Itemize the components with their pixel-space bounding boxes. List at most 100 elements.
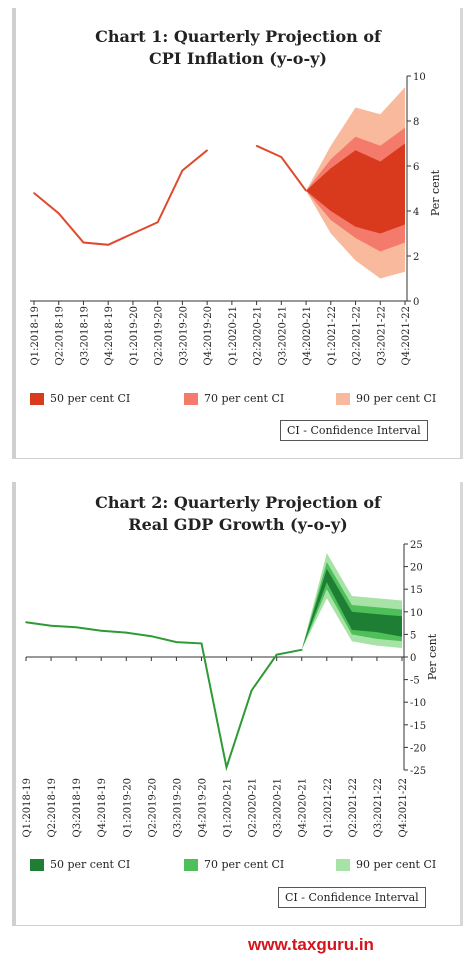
chart-2-legend-90: 90 per cent CI bbox=[336, 858, 436, 871]
legend-label-90: 90 per cent CI bbox=[356, 392, 437, 405]
chart-1-legend-70: 70 per cent CI bbox=[184, 392, 284, 405]
x-tick-label: Q2:2018-19 bbox=[47, 778, 58, 837]
x-tick-label: Q3:2019-20 bbox=[172, 778, 183, 837]
x-tick-label: Q4:2020-21 bbox=[298, 778, 309, 837]
chart-1-legend-90: 90 per cent CI bbox=[336, 392, 436, 405]
x-tick-label: Q2:2018-19 bbox=[55, 306, 66, 365]
actual-data-point bbox=[75, 626, 77, 628]
y-tick-label: 25 bbox=[410, 540, 423, 551]
x-tick-label: Q1:2018-19 bbox=[30, 306, 41, 365]
actual-data-point bbox=[225, 766, 228, 769]
x-tick-label: Q2:2019-20 bbox=[154, 306, 165, 365]
actual-data-point bbox=[305, 189, 307, 192]
actual-data-point bbox=[206, 149, 208, 152]
actual-data-point bbox=[181, 169, 184, 172]
chart-2-title-line1: Chart 2: Quarterly Projection of bbox=[95, 493, 381, 512]
actual-data-point bbox=[100, 629, 102, 632]
actual-data-point bbox=[150, 635, 153, 638]
y-tick-label: 6 bbox=[413, 162, 419, 173]
y-tick-label: 15 bbox=[410, 585, 423, 596]
actual-series-line bbox=[256, 144, 307, 192]
actual-data-point bbox=[255, 144, 258, 147]
chart-1-plot: Q1:2018-19 Q2:2018-19 Q3:2018-19 Q4:2018-19… bbox=[30, 72, 442, 365]
actual-data-point bbox=[82, 241, 85, 244]
y-axis-title: Per cent bbox=[426, 633, 439, 680]
legend-label-50: 50 per cent CI bbox=[50, 858, 131, 871]
x-tick-label: Q2:2021-22 bbox=[348, 778, 359, 837]
chart-1-ci-note: CI - Confidence Interval bbox=[280, 420, 428, 441]
y-tick-label: 5 bbox=[410, 630, 416, 641]
actual-data-point bbox=[156, 221, 159, 224]
watermark-text: www.taxguru.in bbox=[248, 935, 374, 954]
legend-swatch-90 bbox=[336, 858, 350, 871]
x-tick-label: Q2:2021-22 bbox=[352, 306, 363, 365]
x-tick-label: Q1:2020-21 bbox=[228, 306, 239, 365]
y-tick-label: 10 bbox=[413, 72, 426, 83]
x-tick-label: Q4:2021-22 bbox=[401, 306, 412, 365]
chart-1-panel: Chart 1: Quarterly Projection of CPI Inf… bbox=[12, 8, 463, 459]
x-tick-label: Q3:2021-22 bbox=[376, 306, 387, 365]
legend-swatch-90 bbox=[336, 392, 350, 405]
y-tick-label: 4 bbox=[413, 207, 419, 218]
actual-data-point bbox=[125, 631, 128, 634]
actual-data-point bbox=[275, 653, 278, 656]
x-tick-label: Q4:2018-19 bbox=[104, 306, 115, 365]
x-tick-label: Q1:2019-20 bbox=[129, 306, 140, 365]
x-tick-label: Q2:2020-21 bbox=[248, 778, 259, 837]
y-tick-label: 10 bbox=[410, 608, 423, 619]
chart-2-title: Chart 2: Quarterly Projection of Real GD… bbox=[16, 492, 460, 536]
actual-data-point bbox=[300, 648, 303, 651]
chart-2-title-line2: Real GDP Growth (y-o-y) bbox=[128, 515, 348, 534]
fan-band-50-ci bbox=[306, 143, 405, 234]
x-tick-label: Q1:2018-19 bbox=[22, 778, 33, 837]
actual-data-point bbox=[33, 192, 35, 194]
x-tick-label: Q3:2018-19 bbox=[79, 306, 90, 365]
actual-data-point bbox=[132, 232, 134, 235]
actual-data-point bbox=[280, 156, 283, 158]
x-tick-label: Q1:2019-20 bbox=[122, 778, 133, 837]
y-tick-label: 0 bbox=[413, 297, 419, 308]
fan-band-50-ci bbox=[301, 568, 402, 650]
x-tick-label: Q2:2020-21 bbox=[253, 306, 264, 365]
y-tick-label: 0 bbox=[410, 653, 416, 664]
legend-label-70: 70 per cent CI bbox=[204, 858, 285, 871]
x-tick-label: Q1:2021-22 bbox=[327, 306, 338, 365]
y-tick-label: 2 bbox=[413, 252, 419, 263]
x-tick-label: Q1:2021-22 bbox=[323, 778, 334, 837]
chart-1-title-line1: Chart 1: Quarterly Projection of bbox=[95, 27, 381, 46]
chart-2-panel: Chart 2: Quarterly Projection of Real GD… bbox=[12, 482, 463, 926]
chart-1-title: Chart 1: Quarterly Projection of CPI Inf… bbox=[16, 26, 460, 70]
x-tick-label: Q3:2021-22 bbox=[373, 778, 384, 837]
x-tick-label: Q3:2020-21 bbox=[277, 306, 288, 365]
chart-2-ci-note: CI - Confidence Interval bbox=[278, 887, 426, 908]
x-tick-label: Q2:2019-20 bbox=[147, 778, 158, 837]
chart-2-plot: Q1:2018-19 Q2:2018-19 Q3:2018-19 Q4:2018-19… bbox=[22, 540, 439, 837]
x-tick-label: Q4:2018-19 bbox=[97, 778, 108, 837]
actual-data-point bbox=[57, 212, 60, 215]
y-tick-label: 8 bbox=[413, 117, 419, 128]
y-tick-label: -25 bbox=[410, 766, 426, 777]
legend-label-50: 50 per cent CI bbox=[50, 392, 131, 405]
y-tick-label: -15 bbox=[410, 721, 426, 732]
legend-swatch-70 bbox=[184, 392, 198, 405]
y-tick-label: 20 bbox=[410, 563, 423, 574]
y-tick-label: -20 bbox=[410, 743, 426, 754]
y-tick-label: -10 bbox=[410, 698, 426, 709]
legend-swatch-50 bbox=[30, 858, 44, 871]
legend-label-90: 90 per cent CI bbox=[356, 858, 437, 871]
x-tick-label: Q3:2020-21 bbox=[273, 778, 284, 837]
actual-data-point bbox=[250, 689, 253, 692]
x-tick-label: Q4:2019-20 bbox=[203, 306, 214, 365]
chart-1-legend-50: 50 per cent CI bbox=[30, 392, 130, 405]
actual-data-point bbox=[50, 625, 52, 627]
x-tick-label: Q3:2019-20 bbox=[178, 306, 189, 365]
chart-2-legend-70: 70 per cent CI bbox=[184, 858, 284, 871]
x-tick-label: Q4:2019-20 bbox=[197, 778, 208, 837]
x-tick-label: Q4:2020-21 bbox=[302, 306, 313, 365]
x-tick-label: Q4:2021-22 bbox=[398, 778, 409, 837]
x-tick-label: Q1:2020-21 bbox=[223, 778, 234, 837]
actual-data-point bbox=[175, 641, 178, 643]
chart-2-legend-50: 50 per cent CI bbox=[30, 858, 130, 871]
y-tick-label: -5 bbox=[410, 676, 420, 687]
actual-data-point bbox=[107, 243, 109, 246]
